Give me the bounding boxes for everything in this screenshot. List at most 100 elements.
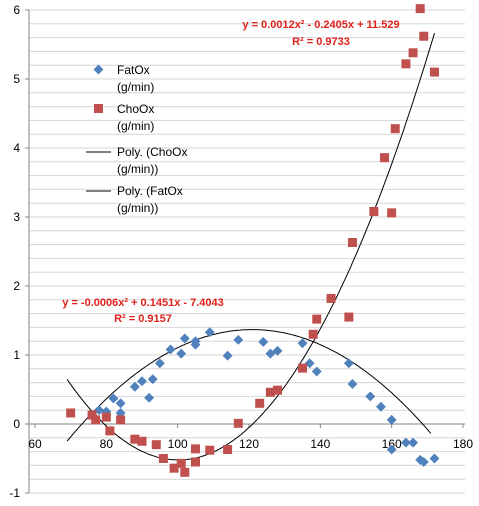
chox-point	[116, 415, 126, 425]
fatox-point	[365, 391, 376, 402]
y-tick-label: 6	[13, 3, 20, 17]
fatox-point	[165, 344, 176, 355]
chox-point	[429, 67, 439, 77]
fatox-point	[400, 437, 411, 448]
legend-chox-line2: (g/min)	[117, 119, 154, 133]
fatox-point	[204, 327, 215, 338]
chox-r2: R² = 0.9733	[292, 36, 350, 48]
fatox-point	[376, 401, 386, 412]
fatox-point	[311, 366, 322, 377]
y-tick-label: 2	[13, 279, 20, 293]
fatox-point	[258, 336, 269, 347]
chox-point	[105, 426, 115, 436]
x-tick-label: 100	[168, 437, 188, 451]
chox-point	[87, 410, 97, 420]
legend-poly-fatox: Poly. (FatOx (g/min))	[86, 184, 183, 215]
y-tick-labels: -1 0 1 2 3 4 5 6	[9, 3, 20, 500]
fatox-equation: y = -0.0006x² + 0.1451x - 7.4043	[62, 297, 223, 309]
chox-point	[387, 208, 397, 218]
legend-fatox-line2: (g/min)	[117, 80, 154, 94]
chox-point	[344, 312, 354, 322]
fatox-r2: R² = 0.9157	[114, 313, 172, 325]
fatox-point	[386, 414, 397, 425]
fatox-point	[418, 457, 429, 467]
fatox-point	[137, 376, 147, 387]
legend-fatox-marker	[93, 64, 104, 75]
legend-fatox-line1: FatOx	[117, 63, 150, 77]
fatox-point	[179, 333, 190, 344]
fatox-trendline	[66, 329, 432, 442]
fatox-point	[343, 358, 354, 369]
chox-point	[326, 293, 336, 303]
y-tick-label: 5	[13, 72, 20, 86]
chox-point	[233, 418, 243, 428]
x-tick-label: 180	[453, 437, 473, 451]
fatox-point	[347, 379, 358, 389]
fatox-point	[222, 350, 233, 361]
chox-point	[158, 454, 168, 463]
chox-point	[380, 153, 390, 163]
chox-point	[408, 48, 418, 58]
chox-point	[191, 457, 200, 467]
y-tick-label: -1	[9, 486, 20, 500]
fatox-point	[190, 339, 201, 350]
chox-point	[130, 434, 140, 444]
fatox-point	[429, 453, 440, 464]
fatox-point	[408, 437, 419, 448]
y-tick-label: 1	[13, 348, 20, 362]
chox-point	[91, 415, 101, 425]
x-tick-label: 60	[28, 437, 42, 451]
chox-point	[151, 440, 161, 450]
chox-point	[273, 385, 283, 395]
chox-point	[312, 314, 322, 324]
y-tick-label: 4	[13, 141, 20, 155]
chox-point	[255, 398, 265, 408]
legend-poly-fatox-line1: Poly. (FatOx	[117, 184, 183, 198]
x-tick-label: 140	[310, 437, 330, 451]
chox-point	[390, 124, 400, 134]
legend-poly-fatox-line2: (g/min))	[117, 201, 158, 215]
chox-point	[223, 445, 233, 455]
chox-point	[415, 4, 425, 14]
fatox-point	[129, 381, 140, 392]
legend-poly-chox-line2: (g/min))	[117, 162, 158, 176]
chox-point	[169, 463, 179, 473]
fatox-point	[115, 398, 126, 409]
chox-point	[66, 408, 76, 418]
legend-poly-chox: Poly. (ChoOx (g/min))	[86, 145, 187, 176]
chox-point	[308, 329, 318, 339]
legend-chox-line1: ChoOx	[117, 102, 154, 116]
fatox-point	[147, 374, 158, 385]
chox-point	[191, 444, 200, 454]
legend-poly-chox-line1: Poly. (ChoOx	[117, 145, 187, 159]
chox-point	[265, 387, 275, 397]
legend-chox-marker	[94, 104, 103, 113]
fatox-point	[297, 338, 308, 349]
chox-point	[419, 31, 429, 41]
axes	[25, 9, 465, 494]
legend-chox: ChoOx (g/min)	[94, 102, 154, 133]
fatox-point	[386, 444, 397, 455]
annotation-fatox: y = -0.0006x² + 0.1451x - 7.4043 R² = 0.…	[62, 297, 223, 325]
chox-point	[347, 238, 357, 248]
x-tick-label: 120	[239, 437, 259, 451]
annotation-chox: y = 0.0012x² - 0.2405x + 11.529 R² = 0.9…	[242, 19, 399, 48]
fatox-point	[176, 348, 187, 359]
data-points	[66, 4, 440, 477]
chox-trendline	[66, 33, 435, 461]
chox-point	[137, 436, 147, 446]
x-tick-label: 160	[382, 437, 402, 451]
fatox-point	[272, 345, 283, 356]
legend: FatOx (g/min) ChoOx (g/min) Poly. (ChoOx…	[86, 63, 187, 215]
y-tick-label: 3	[13, 210, 20, 224]
x-tick-labels: 60 80 100 120 140 160 180	[28, 437, 473, 451]
fatox-point	[154, 358, 165, 369]
chox-point	[176, 458, 186, 468]
fatox-point	[144, 392, 155, 403]
chox-point	[205, 445, 215, 455]
chox-equation: y = 0.0012x² - 0.2405x + 11.529	[242, 19, 399, 31]
chox-point	[369, 206, 379, 216]
trendlines	[66, 33, 435, 461]
y-tick-label: 0	[13, 417, 20, 431]
